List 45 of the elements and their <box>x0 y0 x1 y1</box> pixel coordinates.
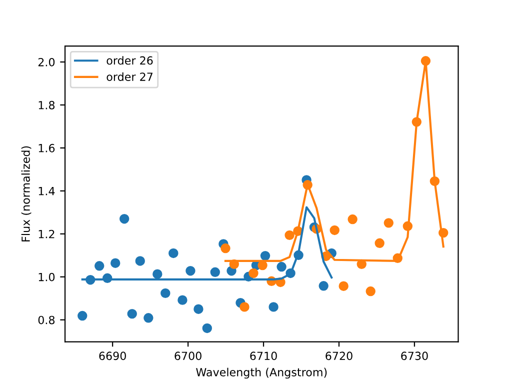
x-tick-label: 6720 <box>326 352 352 360</box>
legend-label: order 26 <box>106 56 153 65</box>
y-axis-title: Flux (normalized) <box>21 146 32 242</box>
y-tick-label: 1.0 <box>38 272 55 282</box>
point <box>178 295 188 305</box>
y-tick-label: 1.6 <box>38 144 55 152</box>
point <box>330 225 340 236</box>
point <box>384 218 394 228</box>
point <box>374 238 384 248</box>
point <box>160 288 170 298</box>
x-tick-label: 6700 <box>174 352 202 360</box>
x-axis-title: Wavelength (Angstrom) <box>196 368 327 379</box>
point <box>268 302 278 312</box>
point <box>210 267 220 277</box>
point <box>135 256 145 266</box>
point <box>94 261 104 271</box>
point <box>318 281 328 291</box>
point <box>202 323 212 334</box>
point <box>168 248 178 258</box>
point <box>366 286 376 296</box>
point <box>127 308 137 319</box>
y-tick-label: 1.2 <box>38 230 54 238</box>
point <box>194 304 204 314</box>
point <box>260 250 270 261</box>
point <box>78 310 88 321</box>
x-tick-label: 6690 <box>99 352 126 360</box>
point <box>248 268 258 278</box>
point <box>119 214 130 224</box>
point <box>110 258 120 268</box>
point <box>186 266 196 276</box>
y-tick-label: 2.0 <box>38 58 55 66</box>
point <box>348 214 358 224</box>
point <box>152 269 162 279</box>
point <box>338 281 348 291</box>
y-tick-label: 1.4 <box>38 187 55 196</box>
y-tick-label: 0.8 <box>38 316 55 324</box>
x-tick-label: 6710 <box>250 352 277 360</box>
x-tick-label: 6730 <box>401 352 428 360</box>
point <box>220 243 230 254</box>
legend-label: order 27 <box>106 72 152 81</box>
y-tick-label: 1.8 <box>38 100 55 110</box>
point <box>240 302 250 312</box>
point <box>284 230 294 240</box>
point <box>276 262 286 272</box>
point <box>144 313 154 323</box>
